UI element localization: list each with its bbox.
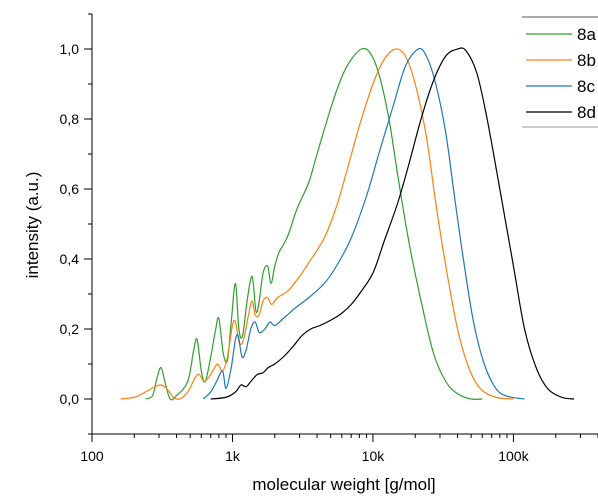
series-line-8b	[120, 48, 514, 400]
legend-label-8c: 8c	[577, 77, 595, 96]
y-axis-ticks: 0,0 0,2 0,4 0,6 0,8 1,0	[60, 13, 92, 435]
x-tick-label: 100k	[498, 448, 529, 464]
y-tick-label: 0,2	[60, 321, 80, 337]
series-group	[120, 47, 575, 401]
y-tick-label: 0,0	[60, 391, 80, 407]
axes	[91, 14, 598, 435]
legend-label-8b: 8b	[577, 51, 596, 70]
x-axis-label: molecular weight [g/mol]	[252, 475, 435, 494]
x-tick-label: 100	[80, 448, 104, 464]
legend: 8a 8b 8c 8d	[522, 16, 598, 128]
y-tick-label: 1,0	[60, 41, 80, 57]
x-axis-ticks: 100 1k 10k 100k	[80, 434, 598, 464]
y-axis-label: intensity (a.u.)	[23, 172, 42, 279]
series-line-8a	[145, 47, 483, 401]
legend-label-8d: 8d	[577, 103, 596, 122]
series-line-8d	[210, 47, 575, 400]
x-tick-label: 1k	[225, 448, 241, 464]
y-tick-label: 0,6	[60, 181, 80, 197]
series-line-8c	[202, 47, 525, 400]
y-tick-label: 0,4	[60, 251, 80, 267]
y-tick-label: 0,8	[60, 111, 80, 127]
x-tick-label: 10k	[362, 448, 386, 464]
legend-label-8a: 8a	[577, 25, 596, 44]
